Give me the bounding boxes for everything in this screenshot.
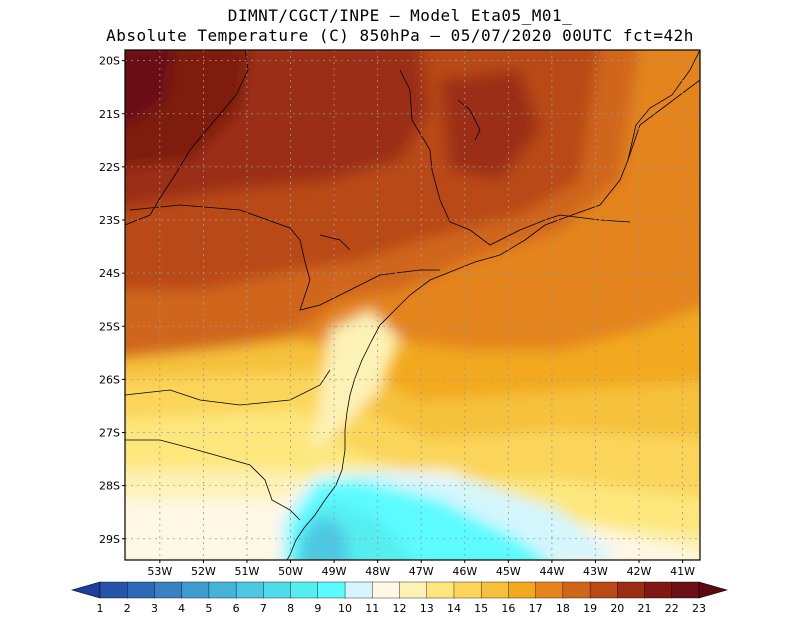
colorbar-swatch [127, 581, 156, 599]
lon-tick-label: 44W [539, 565, 564, 578]
colorbar-label: 11 [365, 602, 379, 615]
colorbar-swatch [562, 581, 591, 599]
map-title-line1: DIMNT/CGCT/INPE – Model Eta05_M01_ [227, 6, 573, 25]
temperature-field [125, 50, 700, 560]
colorbar-swatch [317, 581, 346, 599]
lon-tick-label: 41W [670, 565, 695, 578]
lon-tick-label: 47W [409, 565, 434, 578]
colorbar-label: 23 [692, 602, 706, 615]
lon-tick-label: 43W [583, 565, 608, 578]
colorbar-label: 16 [501, 602, 515, 615]
colorbar-label: 17 [529, 602, 543, 615]
colorbar-labels: 1 2 3 4 5 6 7 8 9 10 11 12 13 14 15 16 17 18 19 20 21 22 23 [97, 602, 707, 615]
colorbar-label: 3 [151, 602, 158, 615]
map-title-line2: Absolute Temperature (C) 850hPa – 05/07/… [106, 26, 694, 45]
colorbar-swatch [181, 581, 210, 599]
lat-tick-label: 23S [99, 214, 120, 227]
lon-tick-label: 45W [496, 565, 521, 578]
colorbar-swatch [617, 581, 646, 599]
lat-tick-label: 24S [99, 267, 120, 280]
colorbar-swatch [399, 581, 428, 599]
colorbar-swatch [508, 581, 537, 599]
colorbar-label: 18 [556, 602, 570, 615]
colorbar-swatch [290, 581, 319, 599]
lon-tick-label: 52W [191, 565, 216, 578]
colorbar-label: 8 [287, 602, 294, 615]
colorbar-swatch [344, 581, 373, 599]
colorbar-swatch [208, 581, 237, 599]
colorbar-swatch [671, 581, 700, 599]
colorbar-swatch [154, 581, 183, 599]
latitude-axis: 20S 21S 22S 23S 24S 25S 26S 27S 28S 29S [99, 55, 125, 546]
colorbar-label: 14 [447, 602, 461, 615]
colorbar-label: 21 [638, 602, 652, 615]
lat-tick-label: 21S [99, 108, 120, 121]
colorbar-swatch [263, 581, 292, 599]
colorbar-swatch [644, 581, 673, 599]
lat-tick-label: 22S [99, 161, 120, 174]
lon-tick-label: 51W [235, 565, 260, 578]
colorbar-label: 15 [474, 602, 488, 615]
colorbar-swatch [480, 581, 510, 599]
colorbar-swatch [372, 581, 401, 599]
lon-tick-label: 42W [627, 565, 652, 578]
coastline-borders [125, 50, 700, 560]
colorbar-label: 10 [338, 602, 352, 615]
colorbar-label: 4 [178, 602, 185, 615]
longitude-axis: 53W 52W 51W 50W 49W 48W 47W 46W 45W 44W 43W 42W 41W [147, 560, 695, 578]
colorbar-label: 22 [665, 602, 679, 615]
graticule [125, 50, 700, 560]
map-frame [124, 49, 701, 561]
lon-tick-label: 53W [147, 565, 172, 578]
colorbar-swatch [235, 581, 265, 599]
lat-tick-label: 28S [99, 480, 120, 493]
colorbar-min-arrow [70, 581, 101, 599]
colorbar-label: 7 [260, 602, 267, 615]
lon-tick-label: 49W [322, 565, 347, 578]
colorbar-swatch [535, 581, 564, 599]
colorbar-swatch [99, 581, 128, 599]
colorbar-label: 9 [314, 602, 321, 615]
lon-tick-label: 48W [365, 565, 390, 578]
colorbar-max-arrow [698, 581, 729, 599]
colorbar-label: 13 [420, 602, 434, 615]
lat-tick-label: 20S [99, 55, 120, 68]
colorbar-swatch [426, 581, 455, 599]
lon-tick-label: 50W [278, 565, 303, 578]
lat-tick-label: 29S [99, 533, 120, 546]
lat-tick-label: 25S [99, 320, 120, 333]
colorbar [70, 581, 729, 599]
colorbar-label: 2 [124, 602, 131, 615]
lat-tick-label: 26S [99, 373, 120, 386]
colorbar-label: 6 [233, 602, 240, 615]
colorbar-label: 5 [205, 602, 212, 615]
lon-tick-label: 46W [452, 565, 477, 578]
colorbar-swatch [453, 581, 482, 599]
colorbar-label: 19 [583, 602, 597, 615]
colorbar-label: 12 [393, 602, 407, 615]
colorbar-swatch [589, 581, 619, 599]
colorbar-label: 20 [610, 602, 624, 615]
lat-tick-label: 27S [99, 427, 120, 440]
colorbar-label: 1 [97, 602, 104, 615]
